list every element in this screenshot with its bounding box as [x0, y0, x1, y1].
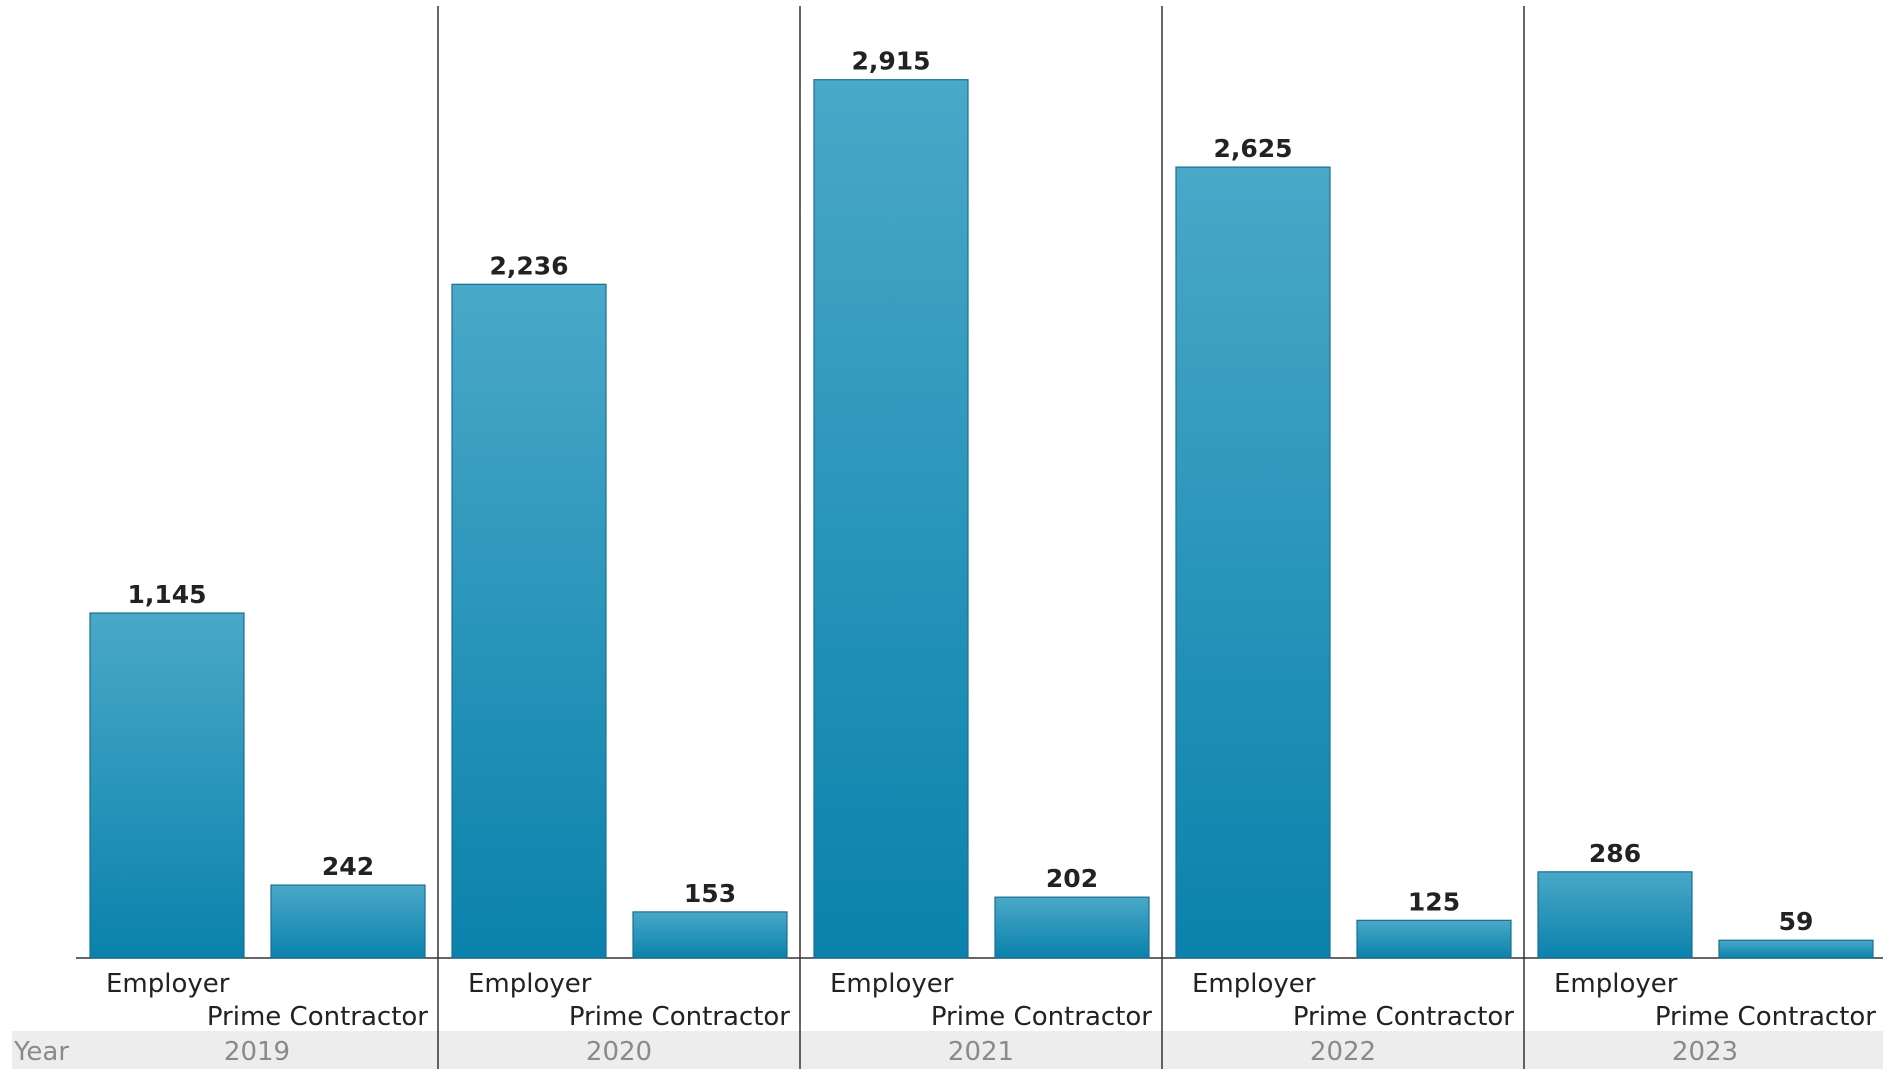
year-label-2022: 2022	[1310, 1037, 1376, 1067]
year-band-layer	[12, 1031, 1883, 1069]
year-band	[12, 1031, 1883, 1069]
category-label-prime-contractor: Prime Contractor	[931, 1002, 1152, 1032]
bar-prime-contractor-2019	[270, 884, 426, 959]
bar-employer-2022	[1175, 166, 1331, 959]
row-header-year: Year	[13, 1037, 69, 1067]
value-label: 125	[1408, 887, 1460, 916]
value-label: 2,625	[1213, 134, 1292, 163]
value-label: 2,915	[851, 47, 930, 76]
bar-prime-contractor-2022	[1356, 919, 1512, 959]
bar-prime-contractor-2021	[994, 896, 1150, 959]
bar-employer-2020	[451, 283, 607, 959]
bar-employer-2021	[813, 79, 969, 959]
category-label-employer: Employer	[830, 969, 954, 999]
bar-employer-2019	[89, 612, 245, 959]
category-label-employer: Employer	[1192, 969, 1316, 999]
value-label: 286	[1589, 839, 1641, 868]
value-label: 2,236	[489, 251, 568, 280]
bar-prime-contractor-2023	[1718, 939, 1874, 959]
value-label: 242	[322, 852, 374, 881]
category-label-employer: Employer	[468, 969, 592, 999]
bars-layer	[89, 79, 1874, 959]
category-label-prime-contractor: Prime Contractor	[207, 1002, 428, 1032]
year-label-2020: 2020	[586, 1037, 652, 1067]
value-label: 153	[684, 879, 736, 908]
value-label: 202	[1046, 864, 1098, 893]
category-label-prime-contractor: Prime Contractor	[1655, 1002, 1876, 1032]
category-label-prime-contractor: Prime Contractor	[569, 1002, 790, 1032]
year-label-2023: 2023	[1672, 1037, 1738, 1067]
value-label: 1,145	[127, 580, 206, 609]
bar-employer-2023	[1537, 871, 1693, 959]
year-label-2021: 2021	[948, 1037, 1014, 1067]
category-label-employer: Employer	[1554, 969, 1678, 999]
bar-prime-contractor-2020	[632, 911, 788, 959]
year-label-2019: 2019	[224, 1037, 290, 1067]
value-label: 59	[1779, 907, 1814, 936]
category-label-prime-contractor: Prime Contractor	[1293, 1002, 1514, 1032]
category-label-employer: Employer	[106, 969, 230, 999]
